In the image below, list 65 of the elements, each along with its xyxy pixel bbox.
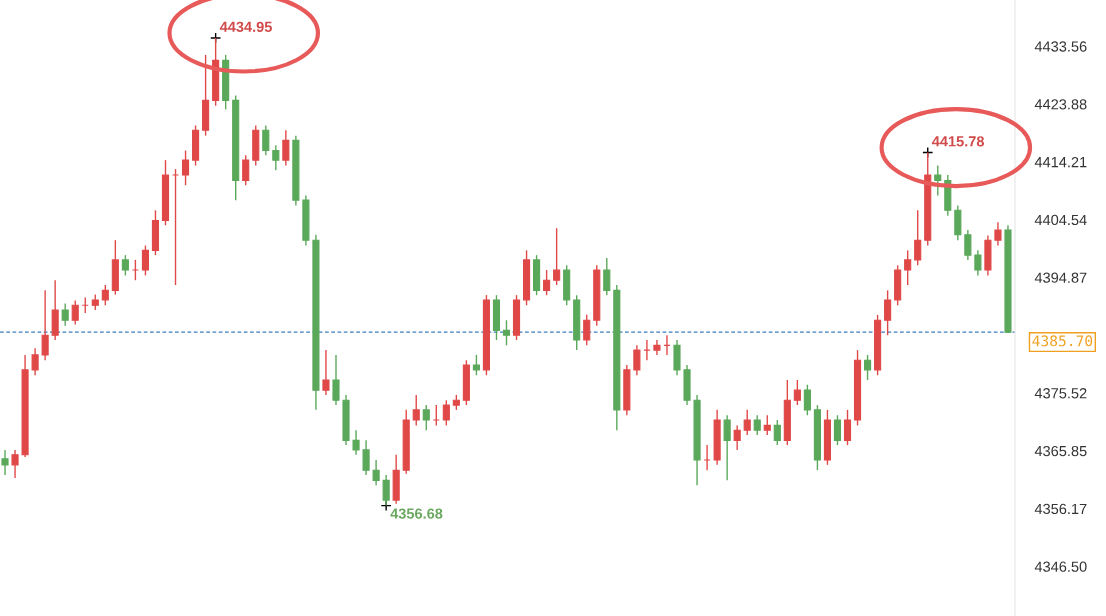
y-tick-label: 4346.50	[1034, 561, 1087, 572]
candlestick	[322, 349, 330, 396]
candlestick	[884, 289, 892, 336]
candlestick	[803, 384, 811, 416]
candlestick	[41, 289, 49, 361]
y-tick-label: 4356.17	[1034, 503, 1087, 515]
candlestick	[633, 344, 641, 376]
candlestick	[974, 249, 982, 277]
candlestick	[743, 409, 751, 436]
candlestick	[121, 254, 129, 277]
candlestick	[61, 302, 69, 327]
candlestick	[553, 227, 561, 286]
candlestick	[181, 149, 190, 186]
y-tick-label: 4414.21	[1034, 156, 1087, 168]
candlestick	[904, 249, 912, 286]
candlestick	[282, 129, 290, 167]
candlestick	[332, 354, 340, 406]
candlestick	[11, 449, 19, 479]
candlestick	[502, 319, 511, 347]
y-tick-label: 4365.85	[1034, 445, 1087, 457]
y-tick-label: 4423.88	[1034, 99, 1087, 110]
candlestick	[352, 429, 360, 456]
candlestick	[71, 299, 79, 326]
y-tick-label: 4404.54	[1034, 214, 1087, 226]
y-tick-label: 4375.52	[1034, 388, 1087, 399]
candlestick	[843, 409, 852, 446]
y-tick-label: 4433.56	[1034, 41, 1087, 52]
candlestick	[793, 379, 801, 406]
candlestick	[723, 414, 731, 482]
candlestick	[914, 209, 922, 266]
candlestick	[994, 221, 1002, 247]
candlestick	[432, 404, 440, 427]
candlestick	[833, 414, 842, 446]
candlestick	[372, 459, 380, 486]
candlestick	[603, 257, 611, 296]
candlestick	[543, 269, 551, 296]
candlestick	[733, 424, 741, 451]
candlestick	[262, 124, 270, 157]
candlestick	[773, 419, 781, 446]
candlestick	[272, 144, 280, 171]
candlestick	[864, 354, 872, 381]
y-tick-label: 4394.87	[1034, 272, 1087, 283]
ref-line-label: 4385.70	[1032, 335, 1093, 347]
candlestick	[242, 154, 250, 186]
annotation: 4356.68	[390, 508, 443, 519]
candlestick	[131, 259, 139, 281]
candlestick	[643, 339, 651, 361]
annotation: 4415.78	[931, 136, 985, 147]
candlestick	[31, 347, 39, 376]
annotation: 4434.95	[219, 21, 272, 32]
candlestick	[412, 394, 420, 427]
candlestick	[753, 414, 761, 436]
candlestick	[964, 229, 972, 261]
candlestick	[362, 439, 370, 476]
candlestick	[422, 404, 430, 431]
candlestick	[442, 399, 450, 427]
candlestick	[171, 168, 180, 286]
candlestick	[934, 164, 942, 197]
candlestick	[763, 414, 771, 436]
candlestick	[101, 284, 109, 307]
candlestick	[472, 354, 480, 376]
candlestick	[703, 444, 711, 471]
candlestick	[1, 449, 9, 476]
candlestick	[141, 244, 149, 277]
candlestick	[583, 314, 591, 347]
